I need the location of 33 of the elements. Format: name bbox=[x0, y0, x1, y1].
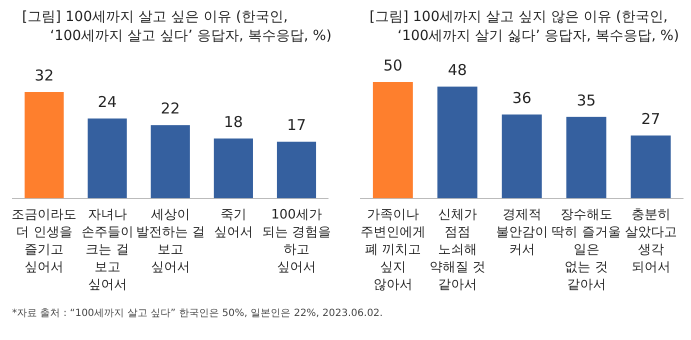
data-label: 24 bbox=[98, 92, 117, 111]
bar bbox=[436, 86, 477, 198]
bar bbox=[214, 138, 253, 198]
x-tick-label: 충분히 살았다고 생각 되어서 bbox=[624, 207, 676, 276]
bar bbox=[501, 114, 542, 198]
x-tick-label: 자녀나 손주들이 크는 걸 보고 싶어서 bbox=[81, 207, 134, 293]
x-tick-label: 조금이라도 더 인생을 즐기고 싶어서 bbox=[12, 207, 77, 276]
data-label: 32 bbox=[34, 66, 54, 84]
data-label: 36 bbox=[512, 88, 531, 107]
bar bbox=[630, 135, 670, 198]
chart-title: [그림] 100세까지 살고 싶지 않은 이유 (한국인, ‘100세까지 살기 싫다’ 응답자, 복수응답, %) bbox=[370, 8, 680, 46]
data-label: 27 bbox=[640, 110, 660, 128]
x-tick-label: 가족이나 주변인에게 폐 끼치고 싶지 않아서 bbox=[360, 207, 425, 293]
text: *자료 출처 : “100세까지 살고 싶다” 한국인은 50%, 일본인은 22%, 2023.06.02. bbox=[12, 307, 384, 320]
bar bbox=[276, 142, 316, 198]
data-label: 17 bbox=[286, 116, 306, 134]
x-tick-label: 세상이 발전하는 걸 보고 싶어서 bbox=[136, 207, 205, 276]
x-tick-label: 경제적 불안감이 커서 bbox=[495, 207, 548, 258]
bar bbox=[88, 118, 127, 198]
x-tick-label: 장수해도 딱히 즐거울 일은 없는 것 같아서 bbox=[551, 207, 620, 293]
data-label: 50 bbox=[382, 56, 402, 74]
data-label: 18 bbox=[224, 112, 243, 131]
bar bbox=[24, 92, 64, 198]
x-tick-label: 신체가 점점 노쇠해 약해질 것 같아서 bbox=[428, 207, 485, 293]
data-label: 48 bbox=[447, 61, 466, 80]
data-label: 35 bbox=[576, 91, 596, 110]
data-label: 22 bbox=[160, 100, 180, 118]
bar bbox=[372, 82, 412, 198]
bar bbox=[566, 116, 606, 198]
bar bbox=[150, 125, 190, 198]
x-tick-label: 100세가 되는 경험을 하고 싶어서 bbox=[262, 207, 332, 276]
chart-title: [그림] 100세까지 살고 싶은 이유 (한국인, ‘100세까지 살고 싶다’ 응답자, 복수응답, %) bbox=[22, 8, 333, 46]
x-tick-label: 죽기 싶어서 bbox=[214, 207, 253, 240]
